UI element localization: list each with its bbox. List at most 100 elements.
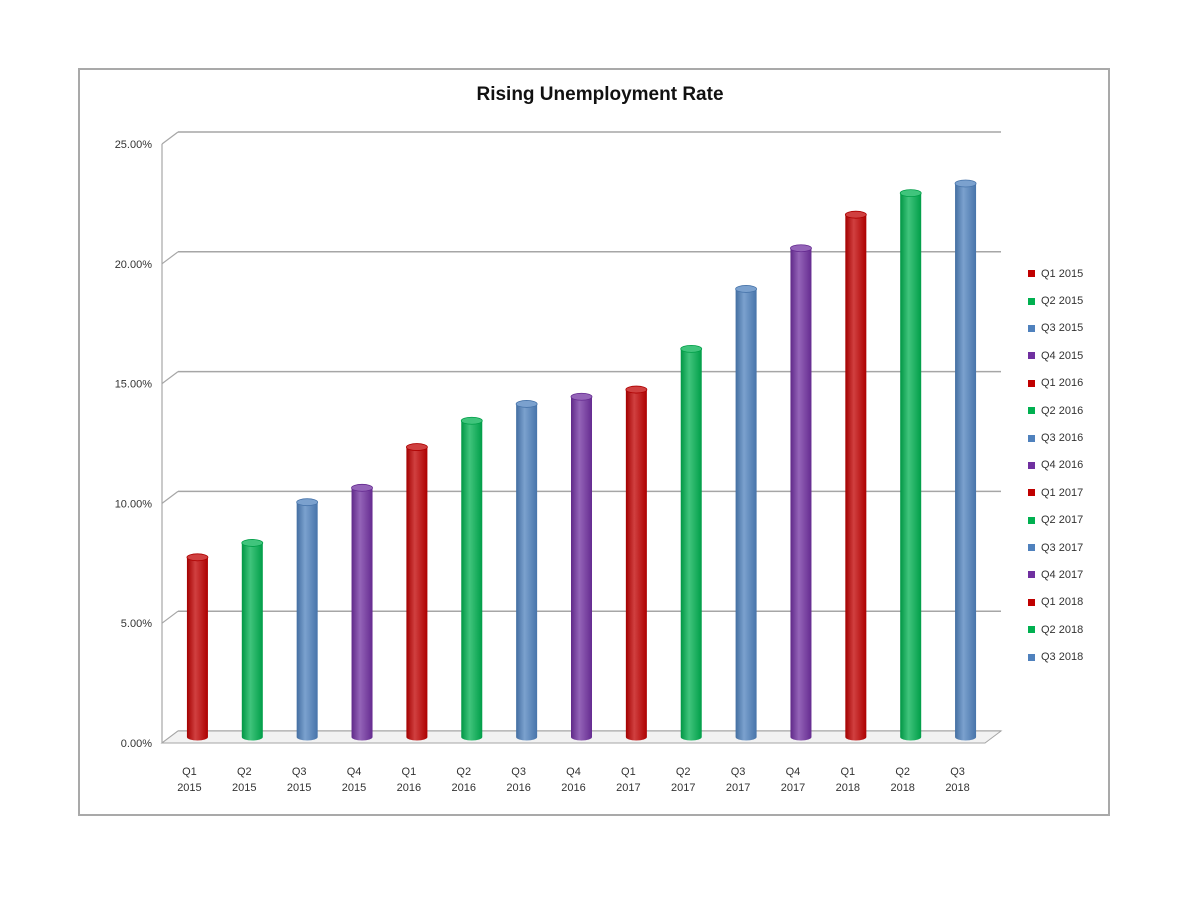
bar — [516, 403, 538, 741]
legend-item: Q2 2016 — [1028, 397, 1108, 424]
legend-item: Q3 2016 — [1028, 424, 1108, 451]
y-tick-label: 15.00% — [115, 379, 153, 391]
x-tick-line: Q3 — [511, 766, 526, 778]
bar-top — [954, 179, 977, 188]
legend-label: Q1 2015 — [1041, 267, 1084, 280]
legend-label: Q2 2018 — [1041, 623, 1084, 636]
legend-label: Q4 2017 — [1041, 568, 1084, 581]
chart-title: Rising Unemployment Rate — [476, 84, 724, 105]
bar — [845, 214, 867, 741]
legend-swatch — [1028, 461, 1035, 469]
legend-item: Q3 2015 — [1028, 315, 1108, 342]
bar-top — [515, 400, 538, 408]
bar — [680, 348, 702, 741]
x-tick-line: Q2 — [676, 766, 691, 778]
x-tick-label: Q2 2018 — [890, 766, 914, 794]
bar — [406, 447, 428, 741]
legend-item: Q1 2015 — [1028, 260, 1108, 287]
gridline-depth — [161, 251, 179, 265]
bar — [735, 288, 757, 741]
x-tick-label: Q2 2017 — [671, 766, 695, 794]
y-tick-label: 5.00% — [121, 618, 152, 630]
x-tick-label: Q1 2015 — [177, 766, 201, 794]
legend-label: Q2 2015 — [1041, 295, 1084, 308]
bar-top — [405, 443, 428, 451]
gridline-depth — [161, 371, 179, 385]
x-tick-label: Q2 2016 — [452, 766, 476, 794]
legend-item: Q1 2018 — [1028, 589, 1108, 616]
x-tick-line: 2016 — [397, 782, 421, 794]
y-tick-label: 20.00% — [115, 259, 153, 271]
x-tick-line: Q2 — [237, 766, 252, 778]
x-tick-line: Q1 — [621, 766, 636, 778]
x-tick-line: Q3 — [292, 766, 307, 778]
bar — [955, 183, 977, 741]
legend-item: Q2 2015 — [1028, 287, 1108, 314]
x-tick-line: 2015 — [232, 782, 256, 794]
legend-label: Q4 2015 — [1041, 349, 1084, 362]
bar-top — [680, 344, 703, 353]
legend-swatch — [1028, 270, 1035, 278]
bar-top — [241, 539, 264, 547]
legend-label: Q2 2016 — [1041, 404, 1084, 417]
bar-top — [899, 189, 922, 198]
bar-top — [844, 210, 867, 219]
bar — [900, 193, 922, 741]
legend-swatch — [1028, 598, 1035, 606]
legend-swatch — [1028, 489, 1035, 497]
bar-top — [790, 244, 812, 253]
x-tick-line: 2017 — [781, 782, 805, 794]
legend-item: Q4 2017 — [1028, 561, 1108, 588]
bar-top — [460, 416, 483, 425]
bar-top — [351, 483, 373, 492]
bars — [186, 179, 977, 741]
legend-label: Q3 2016 — [1041, 432, 1084, 445]
legend-swatch — [1028, 379, 1035, 387]
x-tick-line: Q3 — [950, 766, 965, 778]
bar — [625, 389, 647, 741]
x-tick-line: Q2 — [895, 766, 910, 778]
chart-legend: Q1 2015 Q2 2015 Q3 2015 Q4 2015 Q1 2016 Q2 20… — [1028, 260, 1108, 671]
x-tick-line: 2018 — [945, 782, 969, 794]
y-tick-label: 0.00% — [121, 738, 152, 750]
gridline-depth — [161, 610, 179, 624]
bar — [241, 542, 263, 741]
legend-swatch — [1028, 324, 1035, 332]
gridline-depth — [161, 490, 179, 504]
x-tick-label: Q1 2016 — [397, 766, 421, 794]
x-tick-line: 2016 — [506, 782, 530, 794]
x-tick-label: Q3 2015 — [287, 766, 311, 794]
legend-item: Q3 2017 — [1028, 534, 1108, 561]
legend-swatch — [1028, 653, 1035, 661]
legend-item: Q4 2015 — [1028, 342, 1108, 369]
bar-top — [570, 392, 593, 401]
x-tick-label: Q4 2017 — [781, 766, 805, 794]
x-tick-line: Q4 — [347, 766, 362, 778]
x-tick-line: Q4 — [566, 766, 581, 778]
x-tick-label: Q4 2016 — [561, 766, 585, 794]
bar — [790, 248, 812, 741]
legend-swatch — [1028, 516, 1035, 524]
x-tick-line: Q1 — [182, 766, 197, 778]
legend-label: Q3 2018 — [1041, 651, 1084, 664]
legend-item: Q1 2016 — [1028, 370, 1108, 397]
legend-item: Q2 2017 — [1028, 507, 1108, 534]
bar — [461, 420, 483, 741]
x-tick-label: Q2 2015 — [232, 766, 256, 794]
legend-label: Q3 2015 — [1041, 322, 1084, 335]
y-tick-label: 25.00% — [115, 139, 153, 151]
x-tick-label: Q4 2015 — [342, 766, 366, 794]
legend-label: Q2 2017 — [1041, 514, 1084, 527]
bar-top — [735, 285, 757, 293]
bar-top — [186, 553, 209, 562]
gridline-depth — [161, 131, 179, 145]
x-tick-line: 2017 — [726, 782, 750, 794]
legend-swatch — [1028, 434, 1035, 442]
x-tick-line: 2016 — [452, 782, 476, 794]
bar — [351, 487, 373, 741]
tick-labels: 0.00% 5.00% 10.00% 15.00% 20.00% 25.00% Q1 2015… — [115, 139, 970, 794]
legend-label: Q4 2016 — [1041, 459, 1084, 472]
x-tick-line: 2017 — [616, 782, 640, 794]
legend-swatch — [1028, 407, 1035, 415]
legend-item: Q1 2017 — [1028, 479, 1108, 506]
